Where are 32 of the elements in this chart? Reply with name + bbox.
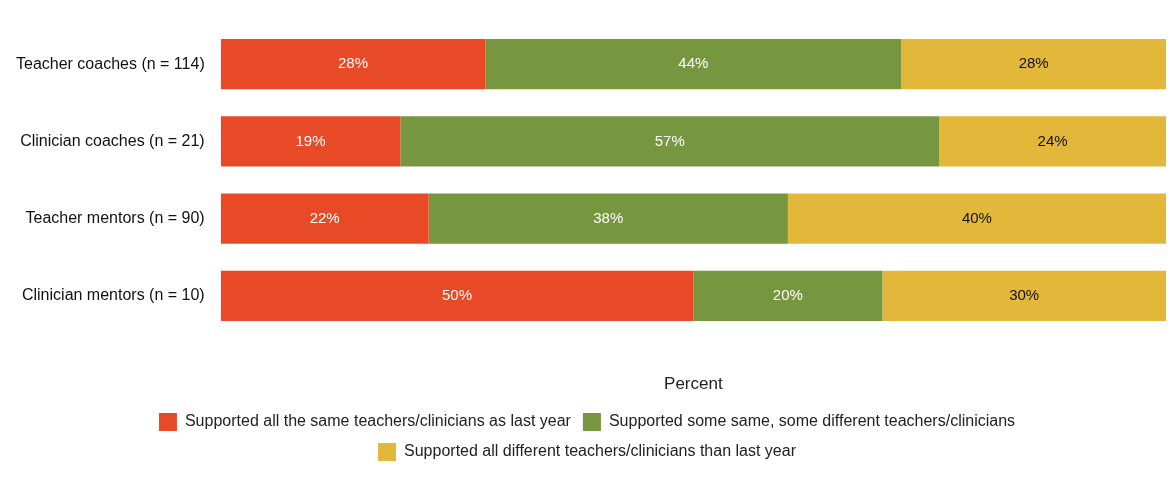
bar [485, 39, 902, 90]
data-label: 20% [772, 286, 803, 304]
bar [400, 116, 940, 167]
legend-label: Supported some same, some different teachers/clinicians [608, 412, 1016, 430]
data-label: 24% [1037, 131, 1068, 149]
bar [882, 270, 1166, 322]
bar [939, 116, 1166, 167]
y-tick-label: Teacher coaches (n = 114) [16, 54, 205, 72]
bar [220, 193, 429, 244]
y-tick-label: Clinician mentors (n = 10) [21, 286, 205, 304]
legend-label: Supported all different teachers/clinicians than last year [404, 442, 797, 460]
y-tick-label: Teacher mentors (n = 90) [25, 209, 205, 227]
data-label: 50% [442, 286, 473, 304]
data-label: 40% [961, 208, 992, 226]
data-label: 28% [338, 54, 369, 72]
bar [787, 193, 1166, 244]
data-label: 57% [654, 131, 685, 149]
data-label: 22% [309, 208, 340, 226]
data-label: 28% [1018, 54, 1049, 72]
bar [901, 39, 1166, 90]
y-tick-label: Clinician coaches (n = 21) [20, 131, 205, 149]
bar [220, 39, 486, 90]
x-axis-title: Percent [664, 374, 723, 394]
bar [428, 193, 788, 244]
data-label: 30% [1009, 286, 1040, 304]
data-label: 44% [678, 54, 709, 72]
legend-label: Supported all the same teachers/clinicians as last year [184, 412, 572, 430]
data-label: 19% [295, 131, 326, 149]
bar [220, 116, 401, 167]
bar [220, 270, 694, 322]
bar [693, 270, 883, 322]
data-label: 38% [593, 208, 624, 226]
